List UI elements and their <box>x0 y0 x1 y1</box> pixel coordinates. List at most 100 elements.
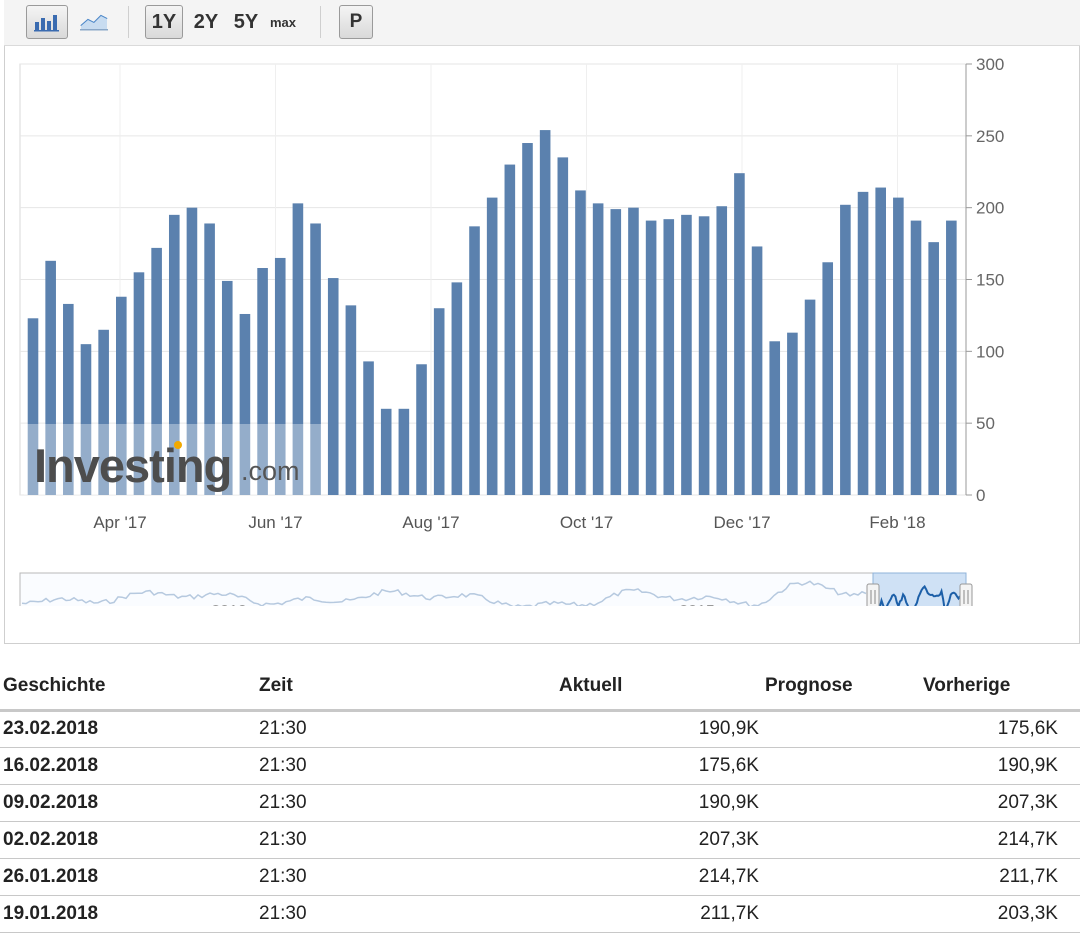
bar[interactable] <box>451 282 463 495</box>
navigator-left-handle[interactable] <box>866 583 880 606</box>
bar[interactable] <box>804 299 816 495</box>
bar[interactable] <box>822 262 834 495</box>
release-date: 23.02.2018 <box>0 710 256 748</box>
bar[interactable] <box>946 220 957 495</box>
column-header-zeit[interactable]: Zeit <box>256 664 556 712</box>
range-1y-button[interactable]: 1Y <box>145 5 183 39</box>
x-axis: Apr '17 Jun '17 Aug '17 Oct '17 Dec '17 Feb '… <box>93 513 925 532</box>
bar[interactable] <box>610 209 622 495</box>
bar[interactable] <box>716 206 728 496</box>
release-date: 02.02.2018 <box>0 821 256 859</box>
release-time: 21:30 <box>256 895 556 933</box>
bar[interactable] <box>539 130 551 495</box>
bar[interactable] <box>557 157 569 495</box>
bar[interactable] <box>628 207 639 495</box>
table-row: 23.02.2018 21:30 190,9K 175,6K <box>0 710 1080 748</box>
navigator-label-2010: 2010 <box>211 603 247 606</box>
bar[interactable] <box>592 203 604 495</box>
bar[interactable] <box>522 143 533 495</box>
bar[interactable] <box>893 197 904 496</box>
bar[interactable] <box>274 257 286 495</box>
column-header-aktuell[interactable]: Aktuell <box>556 664 762 712</box>
bar[interactable] <box>663 219 675 495</box>
bar[interactable] <box>27 318 39 495</box>
previous-value: 214,7K <box>920 821 1080 859</box>
range-5y-button[interactable]: 5Y <box>233 10 259 33</box>
x-tick-label: Feb '18 <box>869 513 925 532</box>
previous-value: 203,3K <box>920 895 1080 933</box>
line-chart-button[interactable] <box>74 5 114 39</box>
range-2y-button[interactable]: 2Y <box>193 10 219 33</box>
watermark-brand: Investing <box>34 439 231 492</box>
actual-value: 190,9K <box>556 710 762 748</box>
bar[interactable] <box>239 313 251 495</box>
bar[interactable] <box>575 190 586 495</box>
column-header-geschichte[interactable]: Geschichte <box>0 664 256 712</box>
investing-watermark: Investing .com <box>24 424 321 495</box>
bar[interactable] <box>910 220 922 495</box>
bar[interactable] <box>204 223 215 495</box>
bar[interactable] <box>486 197 498 496</box>
table-row: 16.02.2018 21:30 175,6K 190,9K <box>0 747 1080 785</box>
forecast-value <box>762 821 920 859</box>
navigator-history-line <box>21 580 867 606</box>
bar[interactable] <box>840 204 851 495</box>
bar[interactable] <box>345 305 357 495</box>
navigator-selection[interactable] <box>872 572 967 606</box>
bar[interactable] <box>133 272 145 495</box>
bar[interactable] <box>98 329 109 495</box>
actual-value: 211,7K <box>556 895 762 933</box>
navigator-right-handle[interactable] <box>959 583 973 606</box>
range-max-button[interactable]: max <box>269 14 297 30</box>
previous-value: 211,7K <box>920 858 1080 896</box>
line-chart-icon <box>80 14 108 31</box>
bar[interactable] <box>928 242 939 495</box>
history-table: Geschichte Zeit Aktuell Prognose Vorheri… <box>0 664 1080 933</box>
y-axis: 0 50 100 150 200 250 300 <box>965 55 1004 505</box>
bar[interactable] <box>310 223 321 495</box>
previous-value: 207,3K <box>920 784 1080 822</box>
bar[interactable] <box>681 214 692 495</box>
toolbar-separator <box>320 6 321 38</box>
bar[interactable] <box>363 361 374 495</box>
bar[interactable] <box>504 164 516 496</box>
bar-chart: Investing .com 0 50 100 150 200 250 300 Apr '1… <box>19 55 1004 606</box>
column-header-prognose[interactable]: Prognose <box>762 664 920 712</box>
bar[interactable] <box>380 408 392 495</box>
bar[interactable] <box>469 226 480 496</box>
navigator-selected-line <box>879 584 961 606</box>
bar[interactable] <box>151 247 162 495</box>
bar-chart-button[interactable] <box>26 5 68 39</box>
bar[interactable] <box>327 278 339 495</box>
bar[interactable] <box>751 246 763 495</box>
bar[interactable] <box>80 344 92 495</box>
y-tick-label: 0 <box>976 486 985 505</box>
bar[interactable] <box>45 260 56 495</box>
column-header-vorherige[interactable]: Vorherige <box>920 664 1080 712</box>
bar[interactable] <box>857 191 869 495</box>
bar[interactable] <box>875 187 886 495</box>
release-time: 21:30 <box>256 821 556 859</box>
forecast-value <box>762 710 920 748</box>
bar[interactable] <box>433 308 445 495</box>
bar[interactable] <box>116 296 127 495</box>
bar[interactable] <box>63 303 74 495</box>
bar[interactable] <box>168 214 180 495</box>
bar[interactable] <box>787 332 798 495</box>
range-navigator[interactable]: 2010 2015 <box>19 572 973 606</box>
forecast-value <box>762 747 920 785</box>
print-button[interactable]: P <box>339 5 373 39</box>
bar[interactable] <box>734 173 745 495</box>
toolbar-separator <box>128 6 129 38</box>
bar[interactable] <box>292 203 304 495</box>
bar[interactable] <box>186 207 198 495</box>
bar[interactable] <box>257 268 268 495</box>
bar[interactable] <box>769 341 781 495</box>
history-header-row: Geschichte Zeit Aktuell Prognose Vorheri… <box>0 664 1080 712</box>
bar[interactable] <box>416 364 427 495</box>
bar[interactable] <box>645 220 657 495</box>
bar[interactable] <box>221 280 233 495</box>
bar[interactable] <box>698 216 710 495</box>
bar[interactable] <box>398 408 410 495</box>
release-time: 21:30 <box>256 784 556 822</box>
